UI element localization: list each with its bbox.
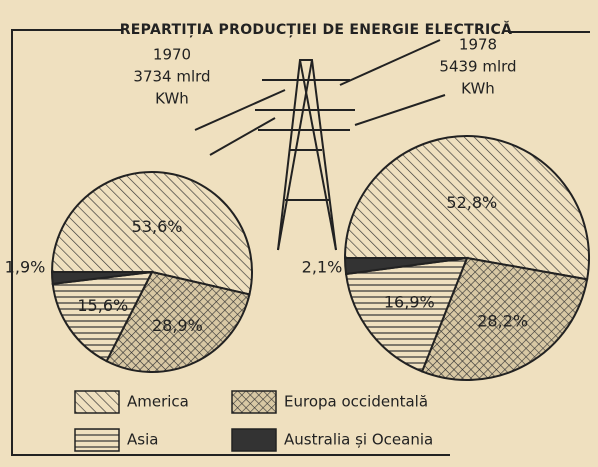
chart-title: REPARTIȚIA PRODUCȚIEI DE ENERGIE ELECTRI… — [120, 20, 513, 38]
legend-label: Asia — [127, 431, 158, 449]
value-label: 53,6% — [132, 217, 183, 236]
value-label: 28,9% — [152, 316, 203, 335]
legend-label: Australia și Oceania — [284, 431, 433, 449]
chart: REPARTIȚIA PRODUCȚIEI DE ENERGIE ELECTRI… — [0, 0, 598, 467]
legend-swatch — [75, 391, 119, 413]
pie-subtitle: 1970 — [153, 46, 191, 64]
page: REPARTIȚIA PRODUCȚIEI DE ENERGIE ELECTRI… — [0, 0, 598, 467]
value-label: 15,6% — [77, 296, 128, 315]
legend-label: Europa occidentală — [284, 393, 428, 411]
pie-subtitle: 3734 mlrd — [133, 68, 210, 86]
legend-swatch — [232, 391, 276, 413]
value-label: 28,2% — [477, 311, 528, 330]
pie-subtitle: 5439 mlrd — [439, 58, 516, 76]
legend-swatch — [75, 429, 119, 451]
pie-subtitle: 1978 — [459, 36, 497, 54]
pie-subtitle: KWh — [461, 80, 495, 98]
value-label: 16,9% — [384, 293, 435, 312]
value-label: 1,9% — [5, 258, 46, 277]
value-label: 52,8% — [446, 193, 497, 212]
pie-subtitle: KWh — [155, 90, 189, 108]
legend-label: America — [127, 393, 189, 411]
value-label: 2,1% — [302, 258, 343, 277]
legend-swatch — [232, 429, 276, 451]
